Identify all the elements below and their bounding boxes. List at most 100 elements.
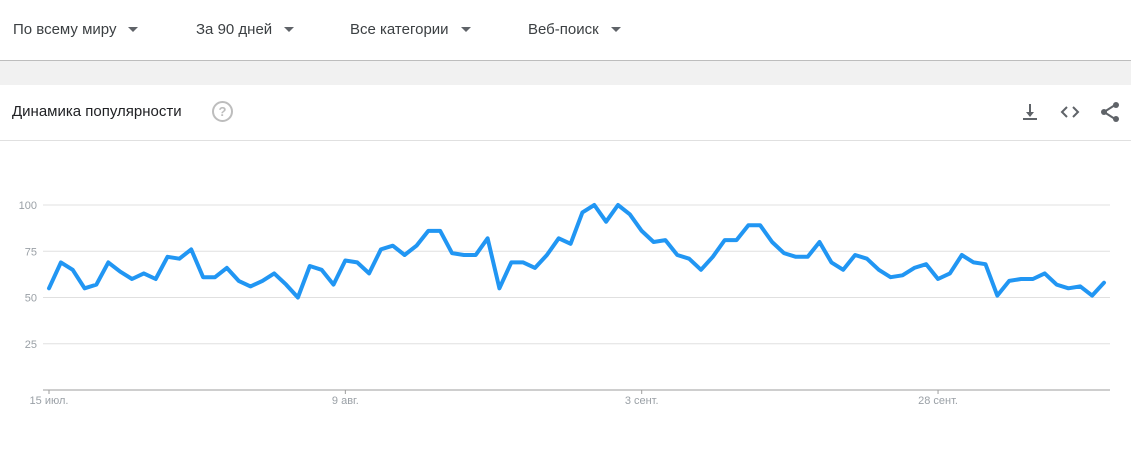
data-point <box>996 294 999 297</box>
data-point <box>664 239 667 242</box>
series-line <box>47 203 1106 300</box>
chevron-down-icon <box>610 26 621 32</box>
data-point <box>332 283 335 286</box>
data-point <box>1055 283 1058 286</box>
data-point <box>285 283 288 286</box>
data-point <box>534 266 537 269</box>
data-point <box>877 268 880 271</box>
period-filter[interactable]: За 90 дней <box>196 18 295 40</box>
data-point <box>830 261 833 264</box>
data-point <box>581 211 584 214</box>
data-point <box>1103 281 1106 284</box>
data-point <box>794 255 797 258</box>
data-point <box>249 285 252 288</box>
data-point <box>759 224 762 227</box>
filter-bar: По всему миру За 90 дней Все категории В… <box>0 0 1131 61</box>
data-point <box>865 257 868 260</box>
data-point <box>391 244 394 247</box>
data-point <box>1067 287 1070 290</box>
region-filter-label: По всему миру <box>13 20 117 38</box>
data-point <box>948 272 951 275</box>
data-point <box>130 278 133 281</box>
data-point <box>854 253 857 256</box>
data-point <box>771 241 774 244</box>
data-point <box>213 276 216 279</box>
data-point <box>545 253 548 256</box>
data-point <box>225 266 228 269</box>
data-point <box>462 253 465 256</box>
x-tick-label: 28 сент. <box>918 395 958 407</box>
data-point <box>190 248 193 251</box>
data-point <box>498 287 501 290</box>
data-point <box>142 272 145 275</box>
data-point <box>486 237 489 240</box>
data-point <box>901 274 904 277</box>
y-tick-label: 50 <box>25 293 37 305</box>
data-point <box>154 278 157 281</box>
data-point <box>427 229 430 232</box>
data-point <box>510 261 513 264</box>
data-point <box>735 239 738 242</box>
data-point <box>913 266 916 269</box>
y-tick-label: 100 <box>19 200 37 212</box>
data-point <box>261 279 264 282</box>
x-tick-label: 3 сент. <box>625 395 659 407</box>
x-tick-label: 9 авг. <box>332 395 359 407</box>
data-point <box>403 253 406 256</box>
data-point <box>107 261 110 264</box>
download-icon[interactable] <box>1018 100 1042 124</box>
data-point <box>178 257 181 260</box>
data-point <box>782 252 785 255</box>
data-point <box>119 270 122 273</box>
data-point <box>688 257 691 260</box>
data-point <box>699 268 702 271</box>
data-point <box>676 253 679 256</box>
data-point <box>415 244 418 247</box>
help-icon[interactable]: ? <box>212 101 233 122</box>
data-point <box>1020 278 1023 281</box>
data-point <box>1043 272 1046 275</box>
x-tick-label: 15 июл. <box>30 395 69 407</box>
data-point <box>557 237 560 240</box>
data-point <box>593 204 596 207</box>
data-point <box>806 255 809 258</box>
data-point <box>48 287 51 290</box>
y-tick-label: 75 <box>25 246 37 258</box>
data-point <box>818 241 821 244</box>
data-point <box>1031 278 1034 281</box>
data-point <box>308 265 311 268</box>
data-point <box>439 229 442 232</box>
data-point <box>925 263 928 266</box>
data-point <box>379 248 382 251</box>
data-point <box>711 255 714 258</box>
y-tick-label: 25 <box>25 339 37 351</box>
share-icon[interactable] <box>1098 100 1122 124</box>
data-point <box>723 239 726 242</box>
chevron-down-icon <box>284 26 295 32</box>
data-point <box>1079 285 1082 288</box>
data-point <box>605 220 608 223</box>
separator-band <box>0 61 1131 85</box>
data-point <box>652 241 655 244</box>
interest-line-chart: 25 50 75 100 15 июл. 9 авг. 3 сент. 28 сент. <box>19 200 1110 407</box>
category-filter[interactable]: Все категории <box>350 18 471 40</box>
chevron-down-icon <box>460 26 471 32</box>
chevron-down-icon <box>128 26 139 32</box>
data-point <box>202 276 205 279</box>
data-point <box>296 296 299 299</box>
card-title: Динамика популярности <box>12 103 182 120</box>
data-point <box>356 261 359 264</box>
embed-code-icon[interactable] <box>1058 100 1082 124</box>
data-point <box>451 252 454 255</box>
data-point <box>320 268 323 271</box>
search-type-filter[interactable]: Веб-поиск <box>528 18 621 40</box>
search-type-filter-label: Веб-поиск <box>528 20 599 38</box>
data-point <box>1091 294 1094 297</box>
data-point <box>1008 279 1011 282</box>
data-point <box>71 268 74 271</box>
data-point <box>273 272 276 275</box>
data-point <box>368 272 371 275</box>
region-filter[interactable]: По всему миру <box>13 18 139 40</box>
data-point <box>960 253 963 256</box>
data-point <box>937 278 940 281</box>
